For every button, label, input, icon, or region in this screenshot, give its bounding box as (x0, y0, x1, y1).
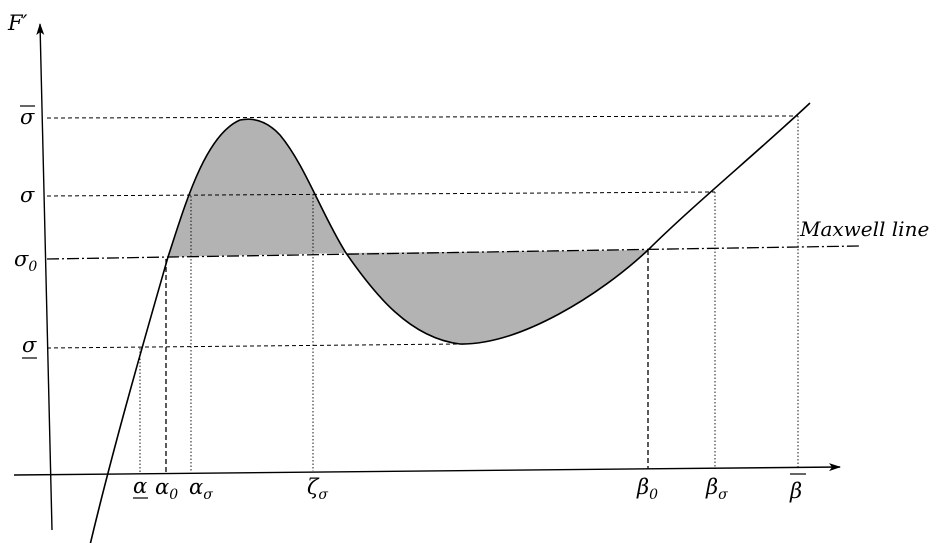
maxwell-line-label: Maxwell line (799, 217, 929, 241)
guide-sigma-bar (46, 115, 799, 119)
guide-sigma (46, 191, 716, 197)
upper-shaded-area (168, 119, 346, 257)
y-tick-sigma-underline: σ (22, 333, 37, 359)
svg-text:σ: σ (20, 183, 35, 207)
y-tick-sigma-0: σ0 (14, 247, 37, 275)
svg-text:α0: α0 (155, 475, 178, 503)
y-axis-label: F′ (7, 11, 28, 35)
x-tick-zeta-sigma: ζσ (307, 475, 328, 503)
lower-shaded-area (346, 250, 648, 345)
svg-text:β: β (789, 479, 802, 503)
y-tick-sigma-bar: σ (20, 105, 35, 129)
svg-text:α: α (133, 474, 147, 498)
guide-sigma-underline (46, 343, 461, 349)
x-tick-alpha-0: α0 (155, 475, 178, 503)
svg-text:σ: σ (22, 333, 37, 357)
x-tick-beta-bar: β (789, 473, 806, 503)
y-tick-sigma: σ (20, 183, 35, 207)
x-tick-beta-0: β0 (636, 475, 658, 503)
x-tick-alpha-sigma: ασ (189, 475, 213, 503)
svg-text:ασ: ασ (189, 475, 213, 503)
svg-text:σ0: σ0 (14, 247, 37, 275)
svg-text:βσ: βσ (705, 475, 728, 503)
x-tick-beta-sigma: βσ (705, 475, 728, 503)
maxwell-line (46, 245, 861, 260)
f-prime-curve (89, 102, 811, 543)
y-axis (36, 23, 53, 531)
svg-text:σ: σ (20, 105, 35, 129)
x-tick-alpha-underline: α (133, 474, 148, 499)
x-axis (13, 463, 841, 476)
svg-text:β0: β0 (636, 475, 658, 503)
svg-text:ζσ: ζσ (307, 475, 328, 503)
